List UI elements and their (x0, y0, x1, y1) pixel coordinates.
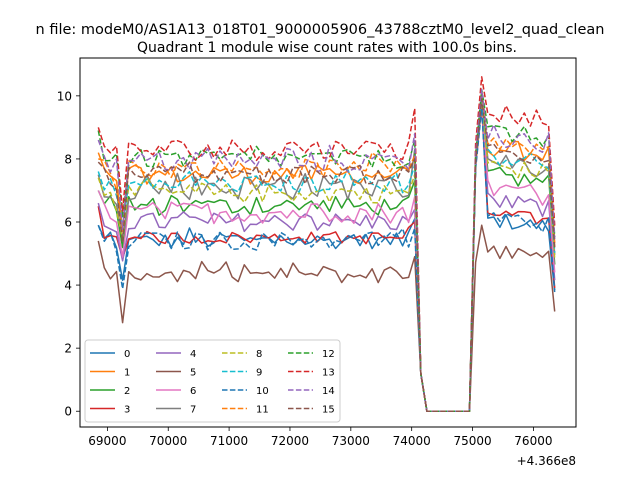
x-tick-label: 74000 (393, 434, 431, 448)
plot-area (97, 76, 556, 412)
legend-entry-13: 13 (288, 368, 335, 379)
x-offset-label: +4.366e8 (517, 454, 576, 468)
series-line-8 (97, 101, 556, 412)
x-tick-label: 71000 (210, 434, 248, 448)
series-layer (97, 76, 556, 412)
legend-entry-3: 3 (90, 405, 130, 416)
chart-title: Quadrant 1 module wise count rates with … (137, 40, 517, 56)
y-tick-label: 2 (64, 342, 72, 356)
legend-label: 12 (322, 349, 335, 360)
y-tick-label: 0 (64, 405, 72, 419)
series-line-5 (97, 224, 556, 412)
legend-entry-11: 11 (222, 405, 269, 416)
legend-label: 15 (322, 405, 335, 416)
legend-entry-1: 1 (90, 368, 130, 379)
figure-suptitle: n file: modeM0/AS1A13_018T01_9000005906_… (36, 22, 605, 38)
legend-label: 3 (124, 405, 130, 416)
legend-entry-7: 7 (156, 405, 196, 416)
plot-frame (79, 57, 577, 428)
legend-label: 1 (124, 368, 130, 379)
y-tick-label: 4 (64, 279, 72, 293)
legend-entry-2: 2 (90, 386, 130, 397)
legend-entry-0: 0 (90, 349, 130, 360)
legend-entry-14: 14 (288, 386, 335, 397)
y-tick-label: 6 (64, 216, 72, 230)
legend-entry-10: 10 (222, 386, 269, 397)
y-axis: 0 2 4 6 8 10 (57, 89, 80, 419)
y-tick-label: 10 (57, 89, 72, 103)
x-axis: 69000 70000 71000 72000 73000 74000 75000 76000 (88, 427, 552, 448)
legend-label: 6 (190, 386, 196, 397)
x-tick-label: 76000 (514, 434, 552, 448)
legend-entry-6: 6 (156, 386, 196, 397)
legend-entry-9: 9 (222, 368, 262, 379)
legend-entry-5: 5 (156, 368, 196, 379)
legend-label: 4 (190, 349, 196, 360)
series-line-11 (98, 91, 556, 412)
legend-box (84, 339, 341, 423)
legend-entry-8: 8 (222, 349, 262, 360)
legend-label: 7 (190, 405, 196, 416)
legend-label: 2 (124, 386, 130, 397)
legend-label: 5 (190, 368, 196, 379)
legend-label: 11 (256, 405, 269, 416)
series-line-10 (97, 107, 556, 412)
legend-label: 14 (322, 386, 335, 397)
legend-entry-12: 12 (288, 349, 335, 360)
x-tick-label: 73000 (332, 434, 370, 448)
legend-label: 13 (322, 368, 335, 379)
legend-label: 8 (256, 349, 262, 360)
x-tick-label: 72000 (271, 434, 309, 448)
y-tick-label: 8 (64, 152, 72, 166)
legend-label: 10 (256, 386, 269, 397)
legend-entry-4: 4 (156, 349, 196, 360)
series-line-14 (97, 88, 556, 412)
x-tick-label: 75000 (453, 434, 491, 448)
legend-label: 9 (256, 368, 262, 379)
legend-entry-15: 15 (288, 405, 335, 416)
legend-label: 0 (124, 349, 130, 360)
series-line-15 (97, 98, 556, 412)
x-tick-label: 69000 (88, 434, 126, 448)
x-tick-label: 70000 (149, 434, 187, 448)
